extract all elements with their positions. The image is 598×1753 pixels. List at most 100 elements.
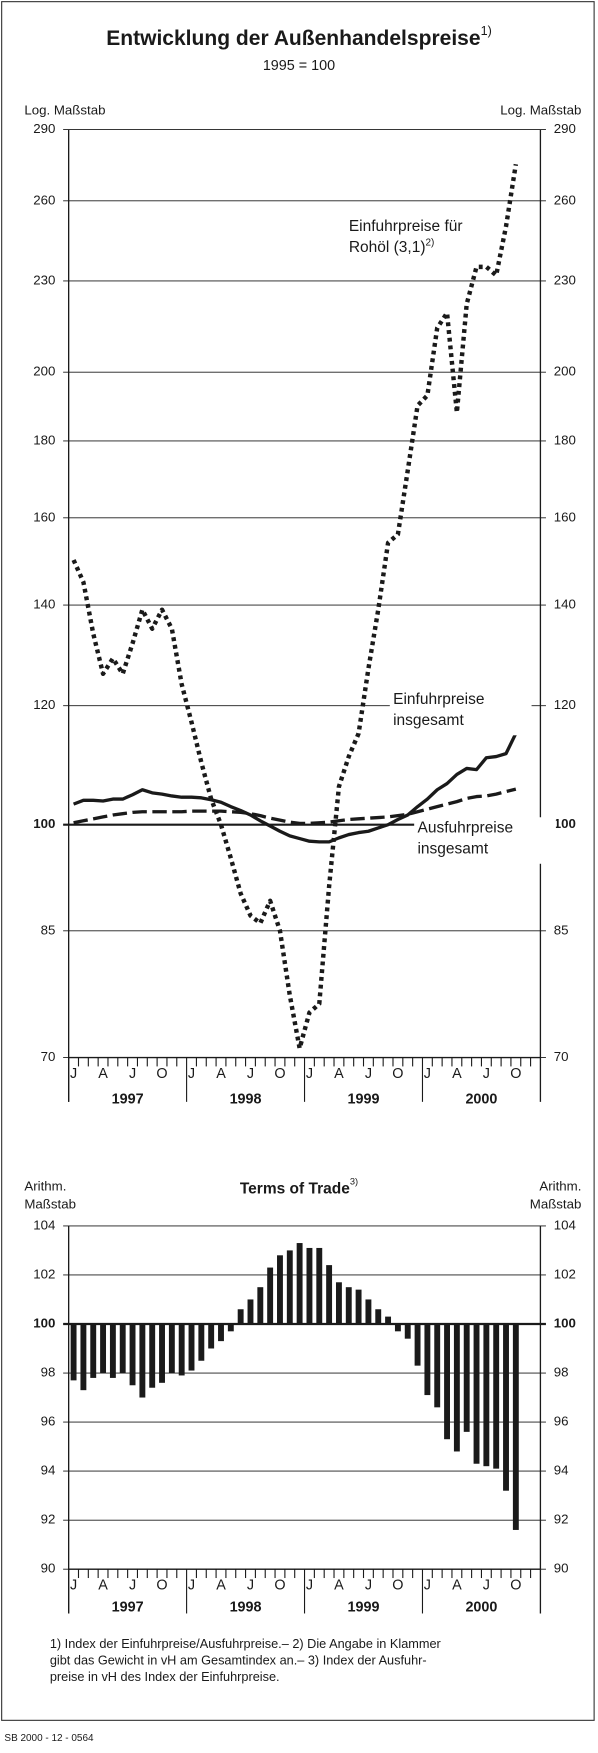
label-background <box>345 215 488 263</box>
y2-tick-label: 90 <box>554 1561 569 1576</box>
bar <box>296 1243 303 1324</box>
bar <box>247 1299 254 1324</box>
series-label: Ausfuhrpreise <box>417 819 513 836</box>
y-tick-label: 100 <box>33 1315 55 1330</box>
series-label: Einfuhrpreise <box>393 691 484 708</box>
x-tick-label: O <box>392 1066 403 1082</box>
year-label: 1998 <box>230 1600 262 1616</box>
bar <box>159 1323 165 1383</box>
bar <box>286 1250 293 1324</box>
y-tick-label: 120 <box>33 697 55 712</box>
year-label: 1999 <box>348 1600 380 1616</box>
bar <box>119 1323 126 1374</box>
x-tick-label: O <box>510 1066 521 1082</box>
y-axis-label: Log. Maßstab <box>24 102 105 117</box>
x-tick-label: O <box>274 1066 285 1082</box>
series-label: Einfuhrpreise für <box>349 218 463 235</box>
x-tick-label: J <box>306 1578 313 1594</box>
title-note: 1) <box>481 24 492 38</box>
chart-title: Terms of Trade3) <box>240 1177 358 1197</box>
x-tick-label: J <box>247 1578 254 1594</box>
y2-tick-label: 94 <box>554 1463 569 1478</box>
bar <box>335 1282 342 1324</box>
label-background <box>414 817 556 864</box>
bar <box>326 1265 333 1324</box>
y-axis-label: Maßstab <box>24 1196 76 1211</box>
chart-subtitle: 1995 = 100 <box>263 58 335 74</box>
y2-tick-label: 100 <box>554 816 576 831</box>
bar <box>257 1287 264 1324</box>
x-tick-label: J <box>70 1066 77 1082</box>
series-label-text: Ausfuhrpreise <box>417 819 513 836</box>
y-tick-label: 260 <box>33 192 55 207</box>
y2-tick-label: 70 <box>554 1049 569 1064</box>
y-tick-label: 140 <box>33 597 55 612</box>
series-line <box>71 163 519 1051</box>
series-label: insgesamt <box>417 840 488 857</box>
y2-tick-label: 104 <box>554 1217 576 1232</box>
x-tick-label: J <box>483 1578 490 1594</box>
bar <box>100 1323 107 1374</box>
bar <box>463 1323 470 1432</box>
y-tick-label: 94 <box>41 1463 56 1478</box>
bar <box>414 1323 421 1366</box>
series-label-text: insgesamt <box>393 712 464 729</box>
y2-tick-label: 200 <box>554 364 576 379</box>
y2-tick-label: 100 <box>554 1315 576 1330</box>
y-tick-label: 98 <box>41 1365 56 1380</box>
y2-tick-label: 140 <box>554 597 576 612</box>
bar <box>129 1323 136 1386</box>
bar <box>434 1323 441 1408</box>
series-label-text: Rohöl (3,1) <box>349 239 426 256</box>
bar <box>473 1323 480 1464</box>
x-tick-label: O <box>392 1578 403 1594</box>
bar <box>385 1316 392 1324</box>
bar <box>237 1309 244 1324</box>
bar <box>109 1323 116 1378</box>
bar <box>375 1309 382 1324</box>
bar <box>139 1323 146 1398</box>
year-label: 1997 <box>112 1091 144 1107</box>
x-tick-label: J <box>365 1066 372 1082</box>
bar <box>365 1299 372 1324</box>
x-tick-label: O <box>510 1578 521 1594</box>
bar <box>168 1323 175 1374</box>
y2-axis-label: Maßstab <box>530 1196 582 1211</box>
bar <box>503 1323 509 1491</box>
x-tick-label: A <box>452 1578 462 1594</box>
bar <box>277 1255 283 1324</box>
x-tick-label: A <box>98 1578 108 1594</box>
year-label: 1998 <box>230 1091 262 1107</box>
bar <box>512 1323 519 1530</box>
series-label-text: Einfuhrpreise für <box>349 218 463 235</box>
frame <box>1 1 595 1721</box>
bar <box>404 1323 411 1339</box>
y-axis-label: Arithm. <box>24 1179 66 1194</box>
x-tick-label: O <box>274 1578 285 1594</box>
title-note: 3) <box>350 1177 358 1187</box>
x-tick-label: A <box>216 1066 226 1082</box>
x-tick-label: A <box>98 1066 108 1082</box>
y-tick-label: 100 <box>33 816 55 831</box>
x-tick-label: A <box>452 1066 462 1082</box>
year-label: 1999 <box>348 1091 380 1107</box>
series-label: Rohöl (3,1)2) <box>349 237 435 256</box>
x-tick-label: A <box>334 1066 344 1082</box>
y-tick-label: 230 <box>33 272 55 287</box>
bar <box>227 1323 234 1332</box>
y-tick-label: 200 <box>33 364 55 379</box>
bar <box>444 1323 450 1440</box>
bar <box>394 1323 401 1332</box>
bar <box>267 1267 274 1324</box>
x-tick-label: J <box>483 1066 490 1082</box>
x-tick-label: J <box>424 1578 431 1594</box>
title-text: Terms of Trade <box>240 1180 350 1197</box>
y2-tick-label: 160 <box>554 509 576 524</box>
y-tick-label: 290 <box>33 121 55 136</box>
y-tick-label: 70 <box>41 1049 56 1064</box>
year-label: 2000 <box>465 1091 497 1107</box>
series-label-text: Einfuhrpreise <box>393 691 484 708</box>
y-tick-label: 160 <box>33 509 55 524</box>
x-tick-label: J <box>247 1066 254 1082</box>
y2-tick-label: 180 <box>554 432 576 447</box>
